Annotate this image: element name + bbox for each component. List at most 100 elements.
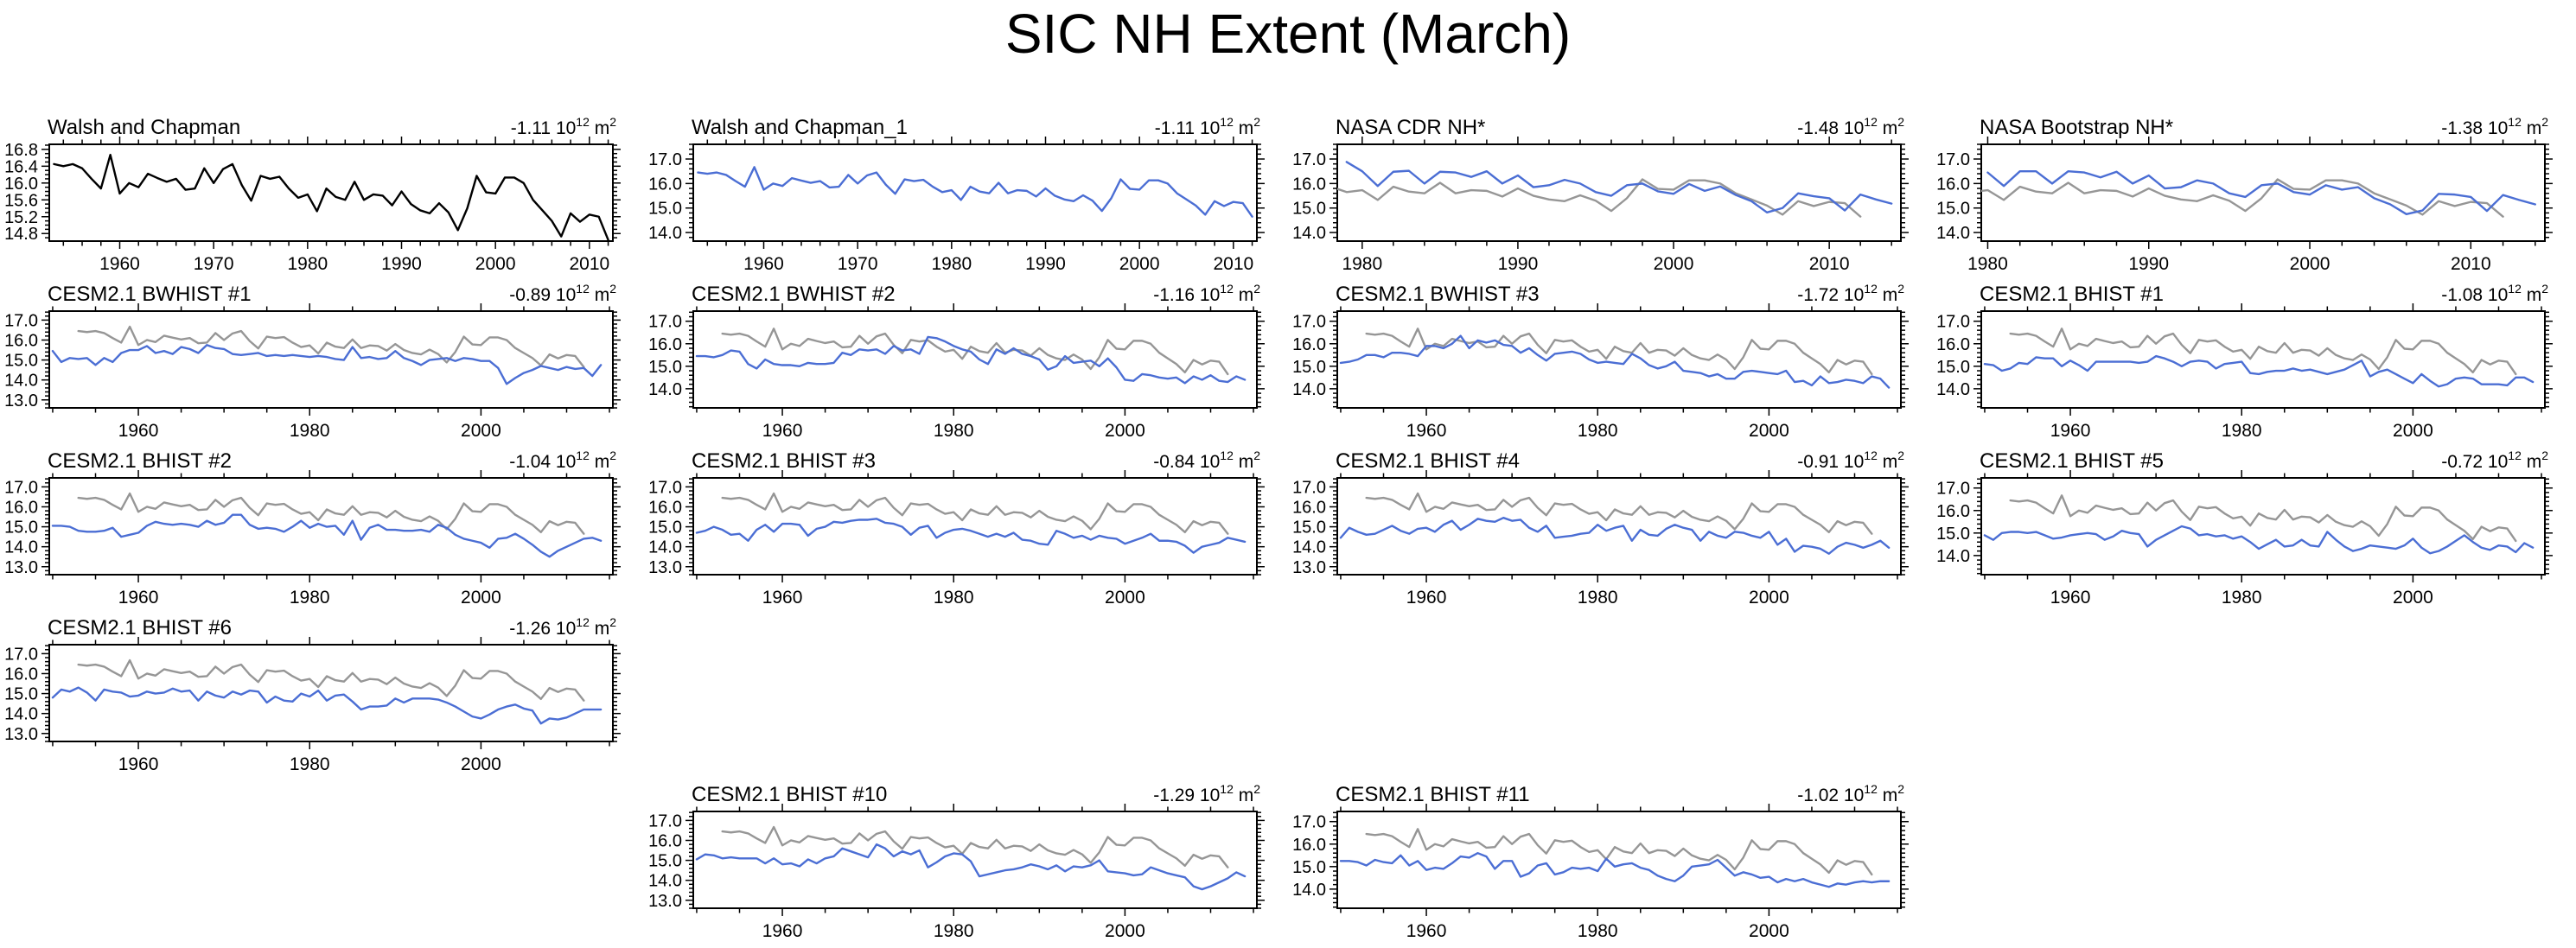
y-tick-label: 14.0 xyxy=(1936,380,1970,399)
panel-title: CESM2.1 BHIST #5 xyxy=(1980,449,2164,473)
y-tick-label: 14.0 xyxy=(1292,224,1326,243)
series-reference xyxy=(721,328,1229,376)
y-tick-label: 17.0 xyxy=(1292,478,1326,497)
y-tick-label: 17.0 xyxy=(648,150,682,169)
panel-plot-cesm2-1-bhist-10: 13.014.015.0 16.017.0 1960 1980 2000 CESM2.1 … xyxy=(648,782,1265,941)
panel-title: NASA Bootstrap NH* xyxy=(1980,116,2173,139)
x-tick-label: 1960 xyxy=(118,754,159,774)
x-tick-label: 1960 xyxy=(762,588,803,608)
plot-frame xyxy=(48,143,614,242)
panel-cesm2-1-bhist-3: 13.0 14.0 15.0 16.0 17.0 1960 1980 2000 CESM2.1 … xyxy=(644,442,1288,608)
y-tick-label: 16.0 xyxy=(1292,498,1326,517)
x-tick-label: 1960 xyxy=(118,421,159,441)
y-tick-label: 14.0 xyxy=(648,538,682,557)
y-tick-label: 17.0 xyxy=(648,313,682,332)
panel-title: CESM2.1 BHIST #3 xyxy=(692,449,876,473)
series-main xyxy=(1345,161,1893,214)
y-axis-labels: 13.014.015.016.017.0 xyxy=(1292,478,1326,576)
y-tick-label: 16.0 xyxy=(4,498,38,517)
y-tick-label: 16.0 xyxy=(1936,335,1970,354)
panel-cesm2-1-bhist-5: 14.0 15.0 16.0 17.0 1960 1980 2000 CESM2.1 BHIS… xyxy=(1932,442,2576,608)
x-axis-labels: 1960 1980 2000 xyxy=(118,754,501,774)
y-tick-label: 17.0 xyxy=(1936,480,1970,499)
y-axis-labels: 13.014.015.016.017.0 xyxy=(648,478,682,576)
y-tick-label: 17.0 xyxy=(1292,150,1326,169)
trend-label: -1.08 1012 m2 xyxy=(2441,282,2548,305)
plot-frame xyxy=(692,143,1258,242)
x-tick-label: 2000 xyxy=(1749,921,1789,941)
y-tick-label: 15.0 xyxy=(1936,200,1970,219)
x-tick-label: 1980 xyxy=(934,421,974,441)
trend-label: -1.02 1012 m2 xyxy=(1797,782,1904,805)
panel-title: CESM2.1 BHIST #4 xyxy=(1336,449,1520,473)
y-tick-label: 13.0 xyxy=(4,558,38,577)
series-reference xyxy=(721,492,1229,535)
y-tick-label: 14.0 xyxy=(4,705,38,724)
y-tick-label: 14.0 xyxy=(1292,538,1326,557)
y-tick-label: 14.8 xyxy=(4,225,38,244)
y-tick-label: 14.0 xyxy=(648,224,682,243)
x-tick-label: 1960 xyxy=(743,254,784,274)
trend-label: -0.84 1012 m2 xyxy=(1153,449,1260,472)
panel-plot-cesm2-1-bhist-4: 13.014.015.0 16.017.0 1960 1980 2000 CESM2.1 … xyxy=(1292,449,1909,608)
x-tick-label: 2010 xyxy=(2451,254,2491,274)
axis-ticks xyxy=(685,303,1265,416)
y-tick-label: 16.0 xyxy=(648,175,682,194)
y-tick-label: 15.0 xyxy=(4,519,38,538)
series-main xyxy=(695,335,1247,385)
y-tick-label: 16.0 xyxy=(1292,335,1326,354)
y-tick-label: 14.0 xyxy=(1292,380,1326,399)
y-axis-labels: 14.815.215.616.016.416.8 xyxy=(4,141,38,244)
x-tick-label: 2000 xyxy=(2393,421,2433,441)
panel-title: CESM2.1 BHIST #1 xyxy=(1980,283,2164,306)
series-reference xyxy=(721,825,1229,868)
trend-label: -1.72 1012 m2 xyxy=(1797,282,1904,305)
y-tick-label: 14.0 xyxy=(4,372,38,391)
y-tick-label: 16.0 xyxy=(1936,175,1970,194)
series-main xyxy=(1339,851,1891,888)
x-tick-label: 1980 xyxy=(1578,588,1618,608)
y-tick-label: 17.0 xyxy=(4,311,38,330)
x-tick-label: 2000 xyxy=(2393,588,2433,608)
x-tick-label: 2010 xyxy=(569,254,609,274)
series-main xyxy=(1339,516,1891,555)
y-tick-label: 15.0 xyxy=(648,852,682,871)
y-tick-label: 14.0 xyxy=(648,872,682,891)
panel-cesm2-1-bhist-6: 13.0 14.0 15.0 16.0 17.0 1960 1980 2000 CESM2.1 … xyxy=(0,608,644,775)
x-tick-label: 2000 xyxy=(1749,421,1789,441)
panel-plot-walsh-and-chapman: 14.815.215.616.016.416.8 1960 1970 1980 1990… xyxy=(4,115,621,274)
panel-plot-cesm2-1-bwhist-3: 14.0 15.0 16.0 17.0 1960 1980 2000 CESM2.1 BWHI… xyxy=(1292,282,1909,441)
series-main xyxy=(1983,525,2535,555)
y-tick-label: 16.0 xyxy=(648,335,682,354)
trend-label: -1.16 1012 m2 xyxy=(1153,282,1260,305)
x-tick-label: 2000 xyxy=(1105,421,1145,441)
plot-frame xyxy=(1336,310,1902,409)
panel-plot-nasa-cdr-nh: 14.0 15.0 16.0 17.0 1980 1990 2000 2010 NASA CDR… xyxy=(1292,115,1909,274)
series-main xyxy=(695,843,1247,891)
panel-title: Walsh and Chapman xyxy=(48,116,240,139)
panel-plot-cesm2-1-bhist-1: 14.0 15.0 16.0 17.0 1960 1980 2000 CESM2.1 BHIS… xyxy=(1936,282,2553,441)
panel-title: CESM2.1 BHIST #6 xyxy=(48,616,232,639)
x-tick-label: 1960 xyxy=(99,254,140,274)
panel-title: CESM2.1 BHIST #2 xyxy=(48,449,232,473)
y-axis-labels: 13.014.015.016.017.0 xyxy=(4,478,38,576)
y-axis-labels: 14.0 15.0 16.0 17.0 xyxy=(1936,480,1970,566)
y-tick-label: 13.0 xyxy=(648,558,682,577)
panel-cesm2-1-bwhist-1: 13.0 14.0 15.0 16.0 17.0 1960 1980 2000 CESM2.1 … xyxy=(0,275,644,442)
plot-frame xyxy=(1336,477,1902,576)
x-tick-label: 1980 xyxy=(1578,421,1618,441)
y-tick-label: 16.0 xyxy=(4,665,38,684)
panel-walsh-and-chapman-1: 14.0 15.0 16.0 17.0 1960 1970 1980 1990 2000 2010… xyxy=(644,108,1288,275)
plot-frame xyxy=(692,811,1258,909)
x-tick-label: 2000 xyxy=(1105,921,1145,941)
x-tick-label: 2010 xyxy=(1809,254,1850,274)
y-tick-label: 14.0 xyxy=(648,380,682,399)
y-axis-labels: 13.014.015.016.017.0 xyxy=(4,645,38,743)
panel-plot-walsh-and-chapman-1: 14.0 15.0 16.0 17.0 1960 1970 1980 1990 2000 2010… xyxy=(648,115,1265,274)
figure-title: SIC NH Extent (March) xyxy=(1004,3,1572,65)
x-tick-label: 1980 xyxy=(290,421,330,441)
panel-cesm2-1-bhist-10: 13.0 14.0 15.0 16.0 17.0 1960 1980 2000 CESM2.1 … xyxy=(644,775,1288,942)
x-tick-label: 1980 xyxy=(934,588,974,608)
x-tick-label: 1980 xyxy=(1342,254,1382,274)
x-tick-label: 1960 xyxy=(762,421,803,441)
